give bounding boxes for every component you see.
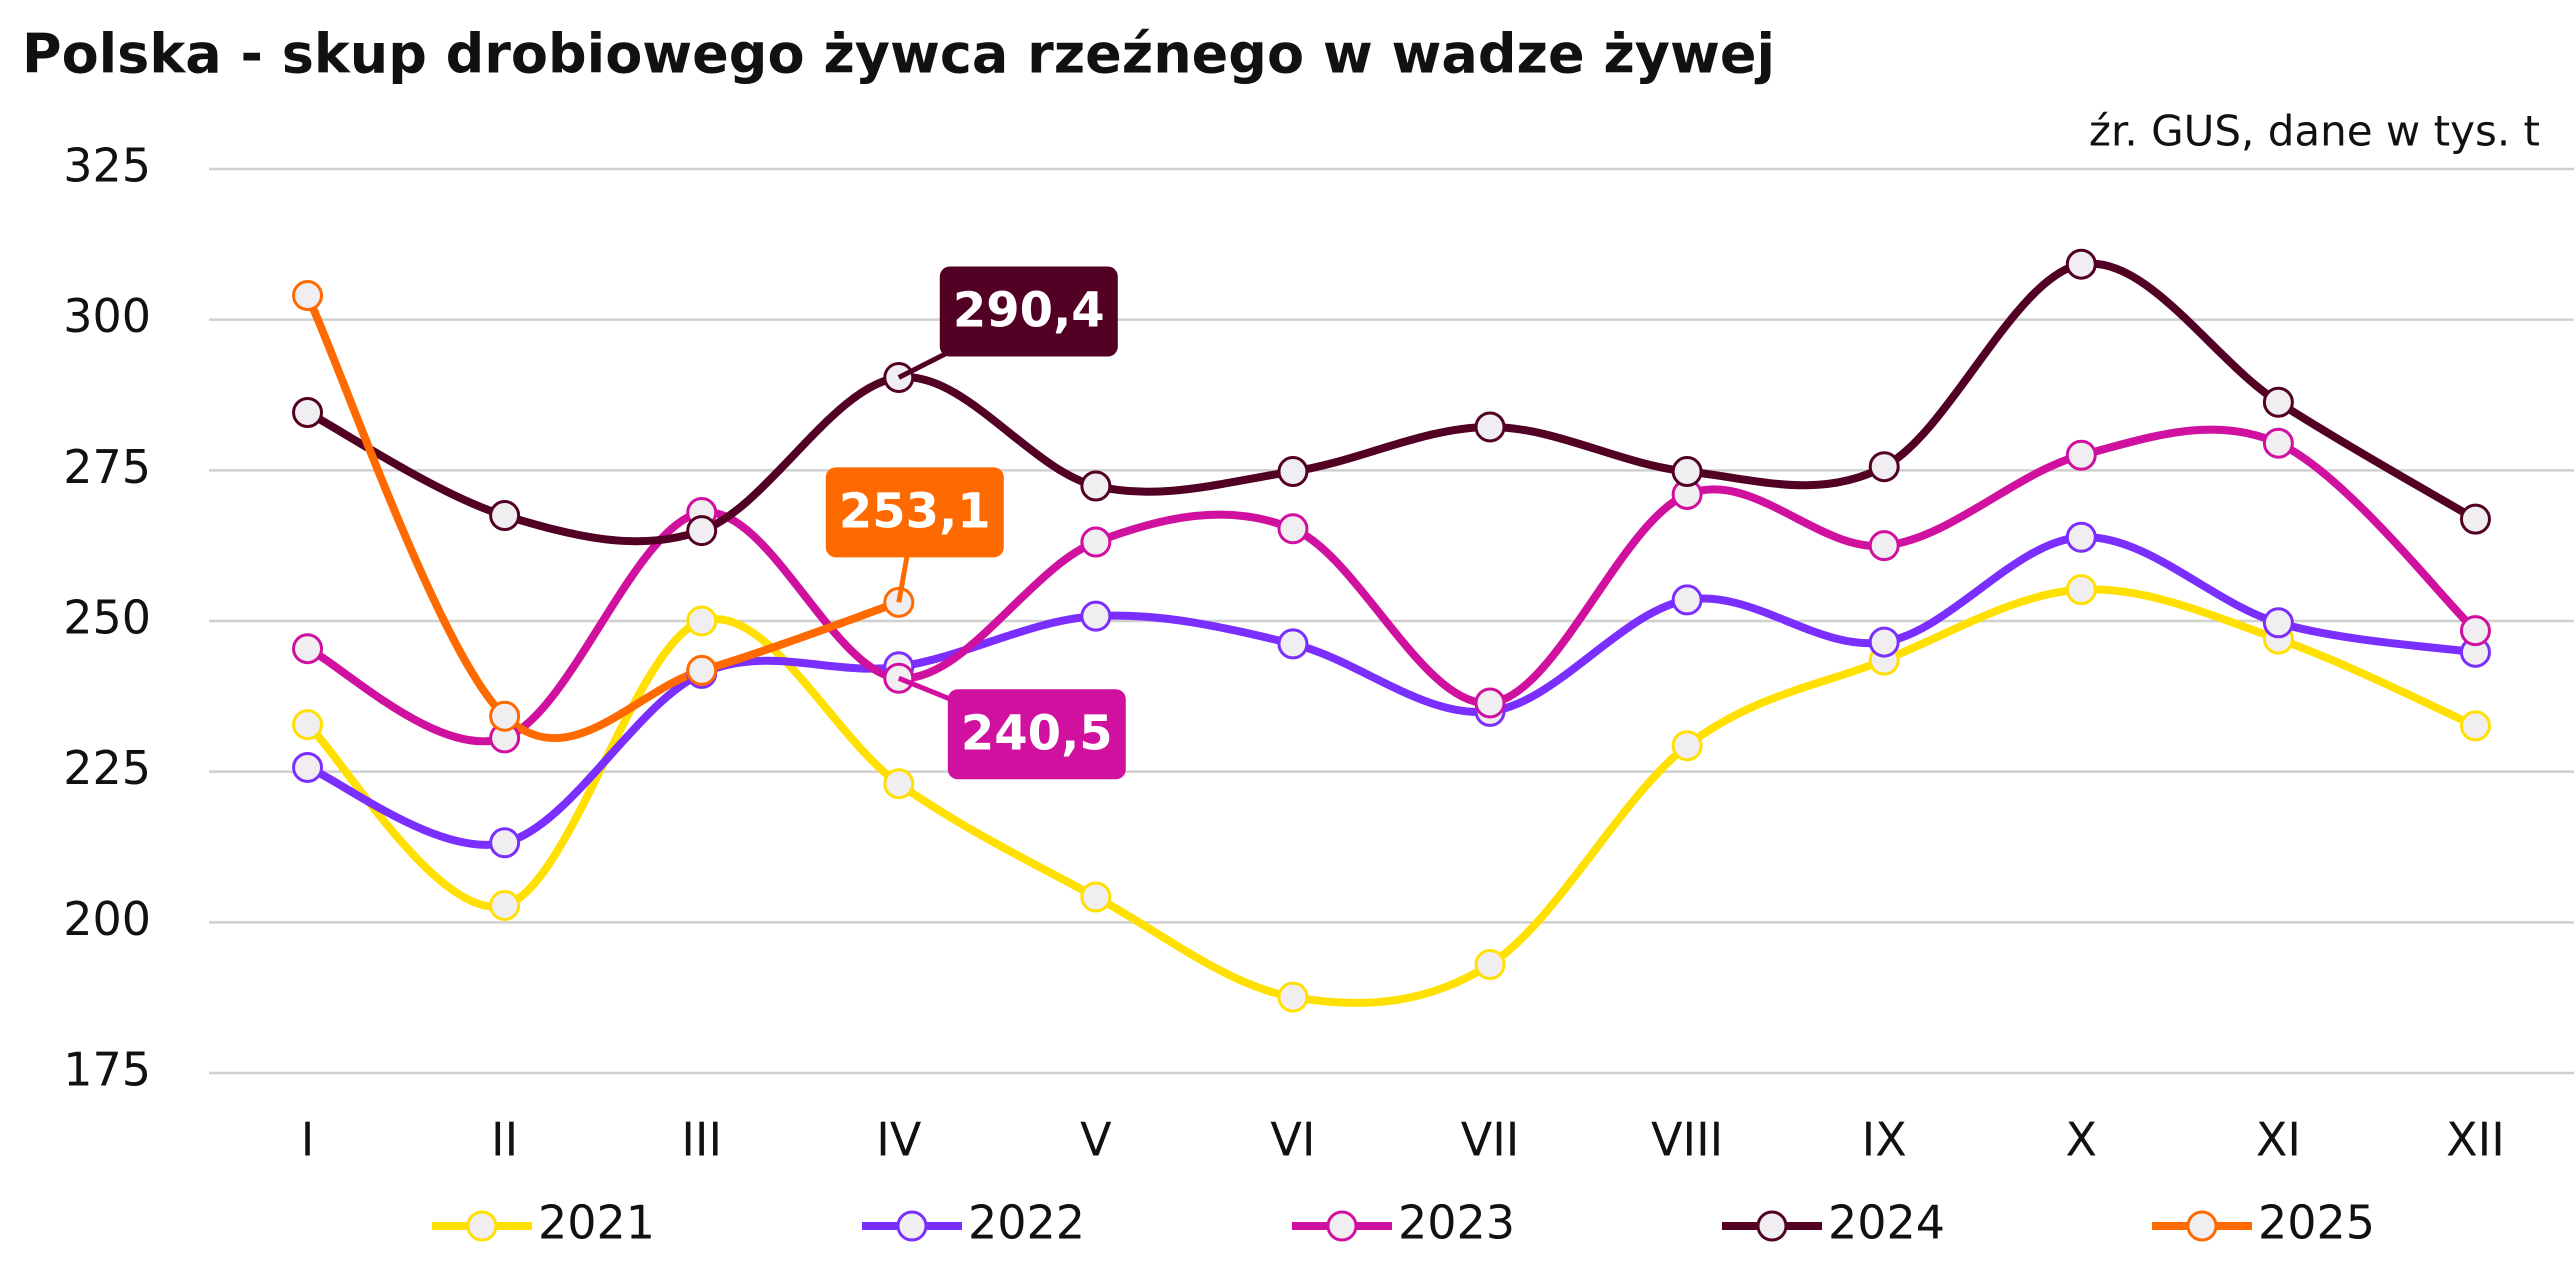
point-marker: [1080, 600, 1112, 632]
chart-title: Polska - skup drobiowego żywca rzeźnego …: [22, 23, 1775, 86]
legend-label: 2022: [968, 1196, 1085, 1250]
y-tick-label: 250: [63, 591, 151, 645]
x-tick-label: IV: [876, 1113, 922, 1167]
legend-label: 2023: [1398, 1196, 1515, 1250]
y-tick-label: 175: [63, 1043, 151, 1097]
point-marker: [1671, 730, 1703, 762]
x-tick-label: V: [1080, 1113, 1112, 1167]
point-marker: [1671, 456, 1703, 488]
x-tick-label: III: [681, 1113, 722, 1167]
point-marker: [292, 280, 324, 312]
legend-marker: [1756, 1210, 1788, 1242]
callout-box: [939, 266, 1118, 357]
x-tick-label: XII: [2446, 1113, 2505, 1167]
x-tick-label: XI: [2256, 1113, 2301, 1167]
y-tick-label: 225: [63, 741, 151, 795]
point-marker: [1868, 451, 1900, 483]
series-line: [303, 585, 2480, 1007]
point-marker: [2262, 386, 2294, 418]
legend-marker: [896, 1210, 928, 1242]
point-marker: [2065, 521, 2097, 553]
point-marker: [2459, 503, 2491, 535]
point-marker: [686, 654, 718, 686]
point-marker: [2262, 607, 2294, 639]
point-marker: [1277, 513, 1309, 545]
y-tick-label: 275: [63, 440, 151, 494]
data-label: 240,5: [961, 705, 1113, 761]
x-tick-label: IX: [1862, 1113, 1907, 1167]
y-tick-label: 300: [63, 289, 151, 343]
x-tick-label: X: [2066, 1113, 2098, 1167]
callout-box: [825, 467, 1004, 558]
series-line: [303, 425, 2480, 746]
point-marker: [292, 709, 324, 741]
point-marker: [2065, 574, 2097, 606]
callout-box: [947, 689, 1126, 780]
x-tick-label: VI: [1270, 1113, 1315, 1167]
point-marker: [489, 827, 521, 859]
legend-marker: [1326, 1210, 1358, 1242]
point-marker: [2065, 248, 2097, 280]
legend-label: 2025: [2258, 1196, 2375, 1250]
point-marker: [686, 515, 718, 547]
point-marker: [1868, 626, 1900, 658]
point-marker: [1671, 584, 1703, 616]
legend-label: 2024: [1828, 1196, 1945, 1250]
point-marker: [1277, 981, 1309, 1013]
point-marker: [1868, 530, 1900, 562]
series-line: [303, 291, 903, 743]
x-tick-label: II: [491, 1113, 518, 1167]
point-marker: [489, 700, 521, 732]
data-label: 253,1: [839, 483, 991, 539]
point-marker: [1277, 456, 1309, 488]
legend-label: 2021: [538, 1196, 655, 1250]
point-marker: [686, 605, 718, 637]
y-tick-label: 325: [63, 139, 151, 193]
point-marker: [2262, 427, 2294, 459]
x-tick-label: VII: [1461, 1113, 1520, 1167]
point-marker: [292, 396, 324, 428]
series-line: [303, 533, 2480, 849]
point-marker: [2459, 710, 2491, 742]
point-marker: [489, 500, 521, 532]
y-tick-label: 200: [63, 892, 151, 946]
x-tick-label: I: [301, 1113, 315, 1167]
point-marker: [292, 751, 324, 783]
point-marker: [1474, 687, 1506, 719]
point-marker: [1080, 470, 1112, 502]
point-marker: [292, 633, 324, 665]
point-marker: [1474, 411, 1506, 443]
source-note: źr. GUS, dane w tys. t: [2089, 107, 2540, 156]
point-marker: [883, 768, 915, 800]
legend-marker: [2186, 1210, 2218, 1242]
series-line: [303, 259, 2480, 546]
x-tick-label: VIII: [1651, 1113, 1723, 1167]
point-marker: [489, 889, 521, 921]
point-marker: [1277, 628, 1309, 660]
point-marker: [1080, 881, 1112, 913]
data-label: 290,4: [953, 283, 1105, 339]
point-marker: [1474, 949, 1506, 981]
point-marker: [2065, 439, 2097, 471]
point-marker: [2459, 615, 2491, 647]
point-marker: [1080, 526, 1112, 558]
legend-marker: [466, 1210, 498, 1242]
